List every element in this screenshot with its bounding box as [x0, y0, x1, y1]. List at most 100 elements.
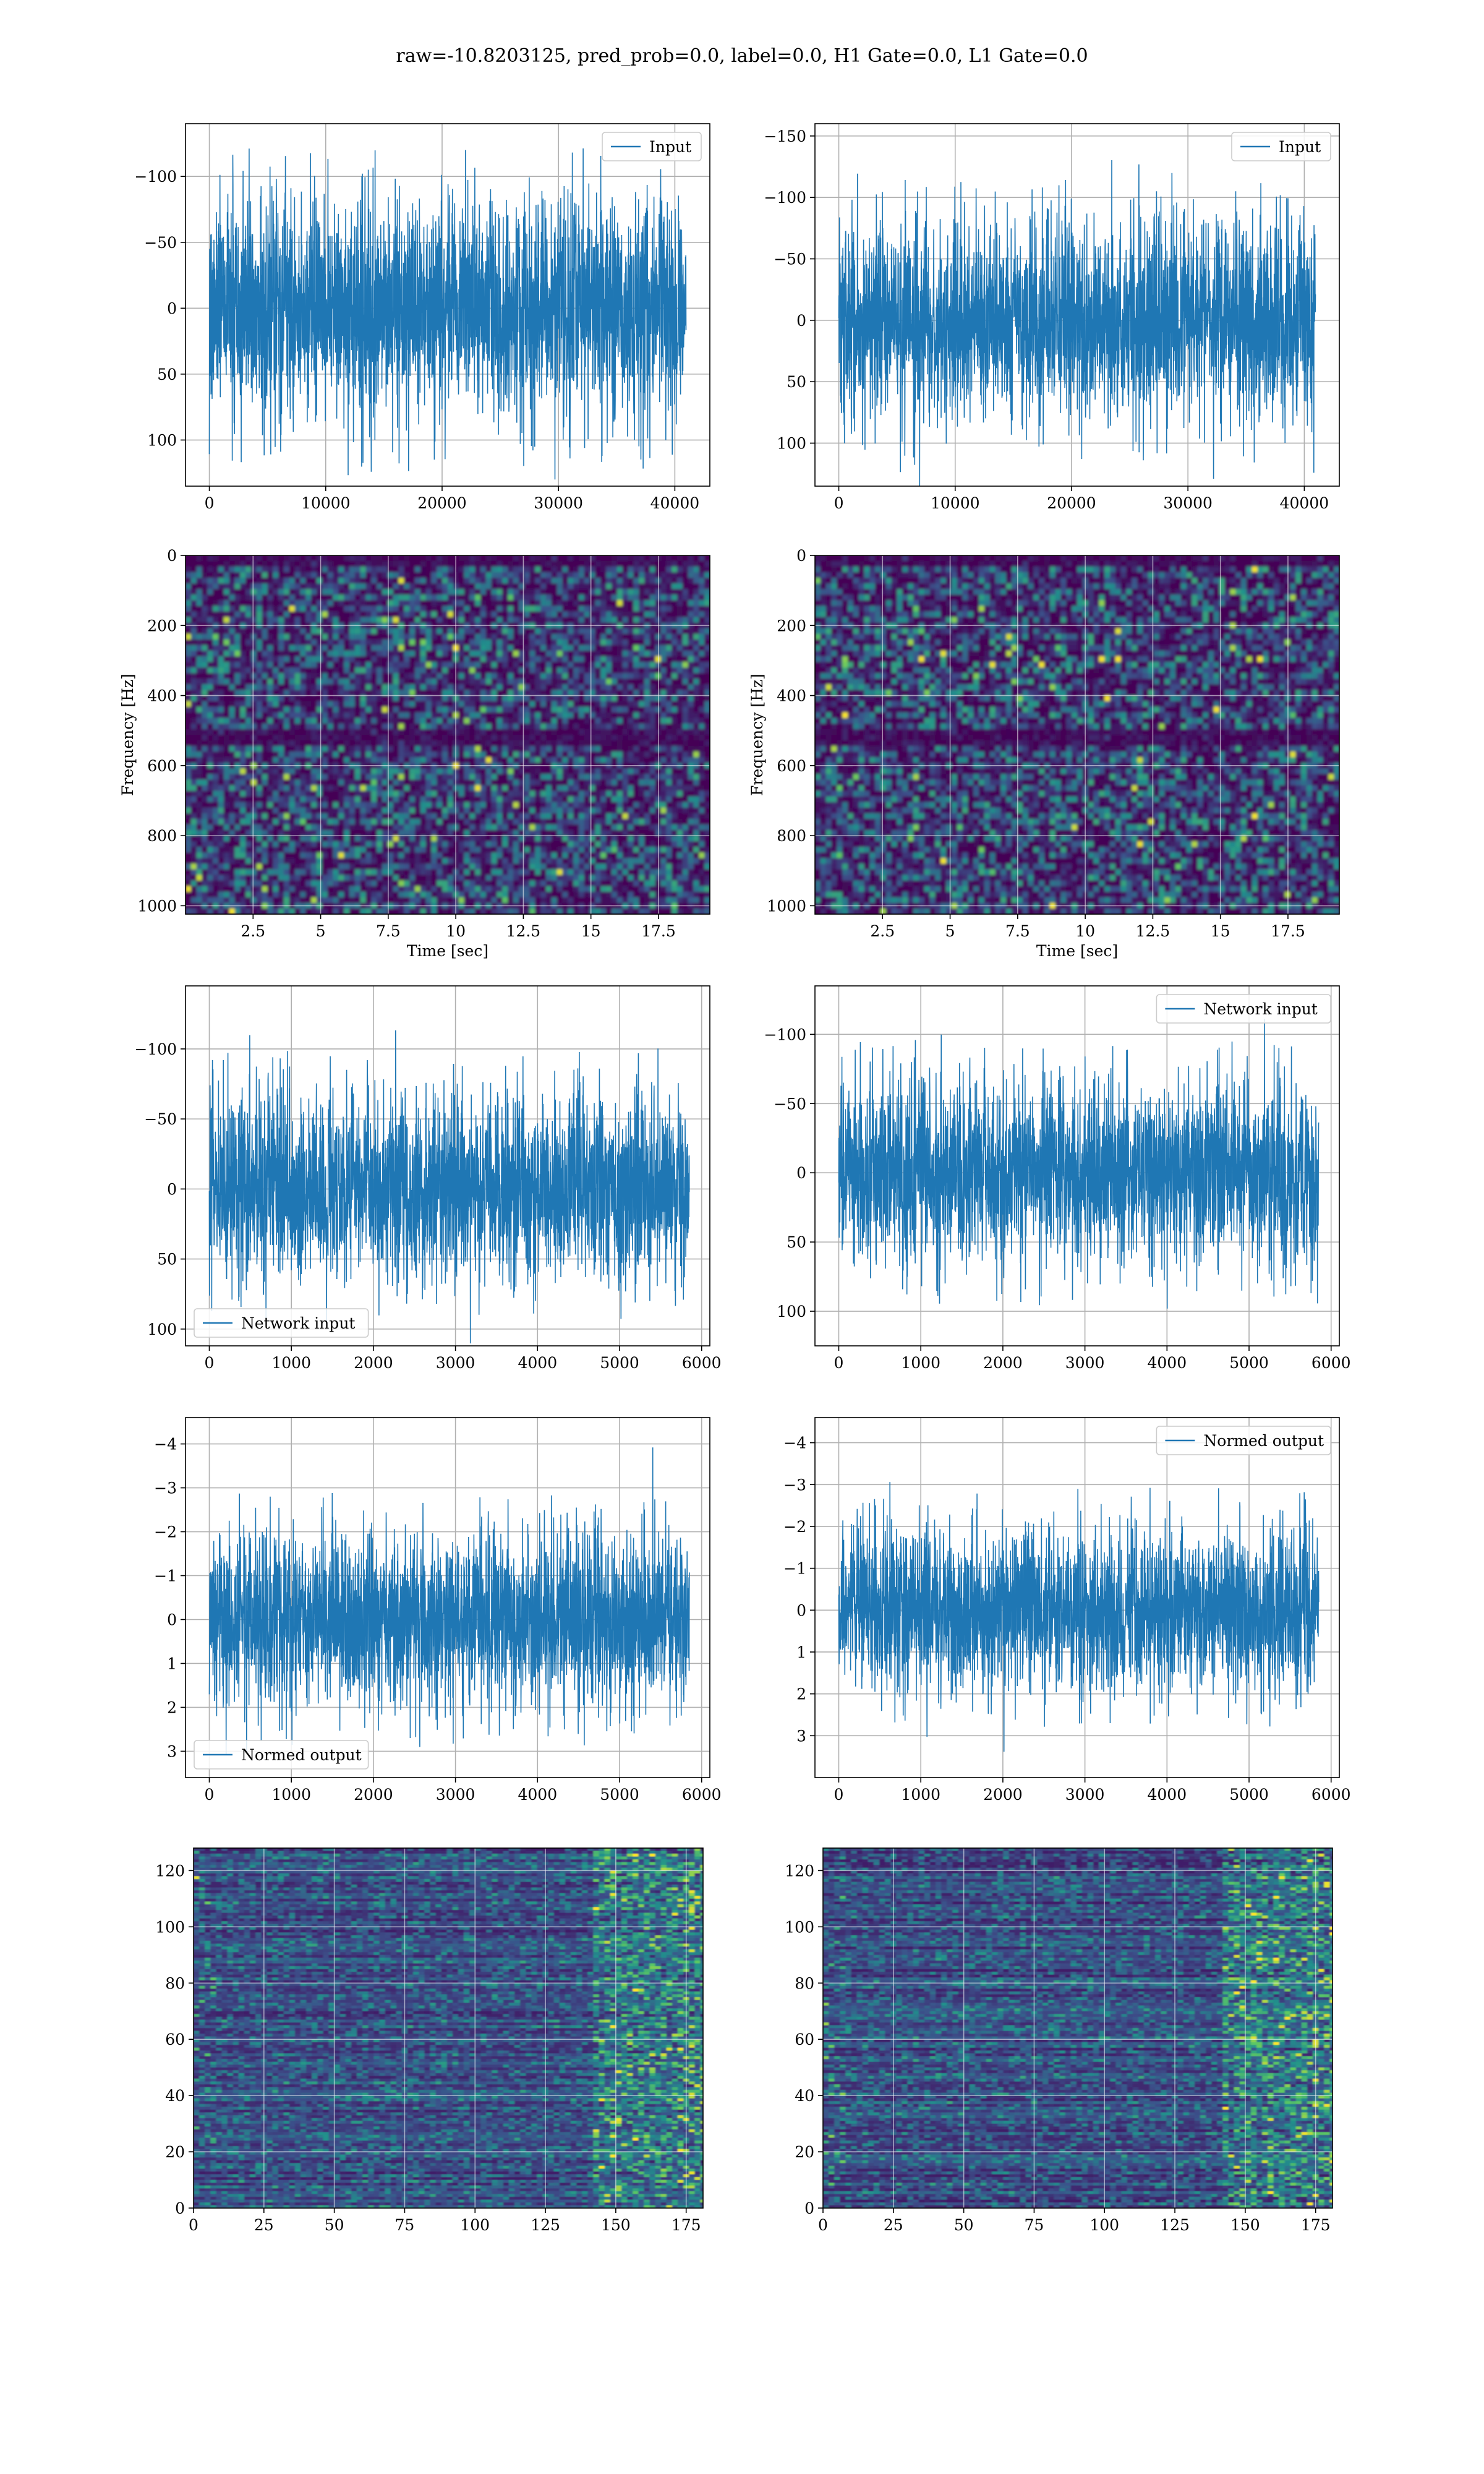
x-tick-label-feature-h1: 150 [601, 2216, 631, 2234]
y-tick-label-normed-h1: 1 [167, 1654, 177, 1672]
x-tick-label-spec-l1: 7.5 [1005, 922, 1030, 940]
series-line-network-h1 [208, 1030, 690, 1344]
y-tick-label-feature-h1: 120 [155, 1862, 185, 1880]
x-tick-label-input-l1: 0 [834, 494, 844, 512]
y-tick-label-input-h1: 100 [147, 431, 177, 449]
x-tick-label-normed-h1: 1000 [271, 1786, 311, 1804]
x-tick-label-spec-l1: 2.5 [870, 922, 895, 940]
axes-frame-feature-h1 [193, 1847, 704, 2209]
x-tick-label-spec-h1: 7.5 [376, 922, 401, 940]
y-tick-label-normed-l1: −1 [783, 1560, 806, 1578]
x-tick-label-normed-h1: 6000 [682, 1786, 722, 1804]
plot-area-normed-h1 [186, 1418, 710, 1778]
axes-frame-input-h1 [185, 123, 710, 487]
series-line-normed-l1 [838, 1482, 1320, 1752]
y-tick-label-feature-l1: 40 [795, 2087, 814, 2105]
plot-area-spec-l1 [815, 555, 1339, 914]
y-tick-label-network-l1: −50 [774, 1095, 806, 1113]
y-tick-label-spec-l1: 800 [777, 827, 806, 845]
legend-label: Normed output [241, 1746, 362, 1764]
axes-frame-normed-h1 [185, 1417, 710, 1778]
x-tick-label-input-h1: 0 [205, 494, 215, 512]
panel-feature-h1: 0 25 50 75 100 125 150 175 0 20 40 60 80 100 120 [155, 1847, 704, 2234]
x-axis-label-spec-l1: Time [sec] [1036, 942, 1118, 960]
y-tick-label-spec-l1: 1000 [767, 897, 806, 915]
y-tick-label-normed-h1: 2 [167, 1698, 177, 1716]
heatmap-cells-feature-l1 [823, 1848, 1333, 2208]
x-tick-label-network-l1: 2000 [983, 1354, 1023, 1372]
x-tick-label-network-h1: 6000 [682, 1354, 722, 1372]
figure-title: raw=-10.8203125, pred_prob=0.0, label=0.… [396, 45, 1088, 67]
axes-frame-feature-l1 [822, 1847, 1333, 2209]
panel-normed-h1: 0 1000 2000 3000 4000 5000 6000 −4 −3 −2 −1 0 1 2 3 Nor… [154, 1417, 722, 1804]
axes-frame-network-h1 [185, 985, 710, 1346]
x-tick-label-network-l1: 6000 [1311, 1354, 1351, 1372]
x-tick-label-feature-h1: 0 [189, 2216, 198, 2234]
x-tick-label-normed-l1: 4000 [1148, 1786, 1187, 1804]
legend-label: Normed output [1203, 1432, 1324, 1450]
x-tick-label-input-h1: 20000 [417, 494, 467, 512]
y-tick-label-input-h1: −100 [134, 168, 177, 186]
y-tick-label-network-h1: −50 [144, 1110, 177, 1128]
y-tick-label-spec-h1: 600 [147, 757, 177, 775]
x-tick-label-input-h1: 40000 [650, 494, 700, 512]
panel-spec-h1: 2.5 5 7.5 10 12.5 15 17.5 0 200 400 600 800 1000 Time… [119, 547, 710, 960]
legend-label: Input [649, 138, 691, 156]
y-tick-label-feature-h1: 80 [165, 1974, 185, 1992]
series-line-network-l1 [838, 1019, 1320, 1309]
y-tick-label-feature-h1: 0 [175, 2199, 185, 2217]
x-tick-label-feature-h1: 50 [325, 2216, 344, 2234]
x-tick-label-input-l1: 10000 [931, 494, 980, 512]
legend-input-h1: Input [602, 132, 702, 161]
y-tick-label-normed-l1: −4 [783, 1434, 806, 1452]
y-tick-label-spec-h1: 400 [147, 687, 177, 705]
heatmap-cells-feature-h1 [194, 1848, 703, 2208]
x-tick-label-normed-l1: 1000 [901, 1786, 940, 1804]
y-tick-label-network-l1: 50 [787, 1233, 806, 1251]
y-tick-label-normed-l1: 0 [796, 1601, 806, 1619]
x-tick-label-feature-l1: 25 [884, 2216, 903, 2234]
x-tick-label-feature-h1: 125 [531, 2216, 560, 2234]
legend-box [1156, 1426, 1331, 1455]
x-tick-label-feature-l1: 175 [1301, 2216, 1331, 2234]
x-tick-label-network-l1: 0 [834, 1354, 844, 1372]
y-tick-label-network-l1: 0 [796, 1164, 806, 1182]
panel-input-h1: 0 10000 20000 30000 40000 −100 −50 0 50 100 Input [134, 123, 710, 512]
x-tick-label-feature-l1: 125 [1160, 2216, 1190, 2234]
legend-box [1231, 132, 1331, 161]
y-tick-label-input-l1: −100 [764, 189, 806, 207]
y-tick-label-input-l1: 100 [777, 434, 806, 452]
y-tick-label-network-l1: −100 [764, 1025, 806, 1043]
y-tick-label-normed-h1: −1 [154, 1567, 177, 1585]
x-tick-label-feature-l1: 50 [954, 2216, 974, 2234]
y-tick-label-feature-l1: 20 [795, 2143, 814, 2161]
x-tick-label-feature-l1: 0 [818, 2216, 828, 2234]
x-tick-label-spec-l1: 5 [945, 922, 955, 940]
x-tick-label-normed-l1: 0 [834, 1786, 844, 1804]
y-tick-label-spec-h1: 0 [167, 547, 177, 565]
panel-network-h1: 0 1000 2000 3000 4000 5000 6000 −100 −50 0 50 100 Ne… [134, 985, 722, 1372]
x-tick-label-network-h1: 0 [205, 1354, 215, 1372]
x-tick-label-network-l1: 3000 [1065, 1354, 1105, 1372]
y-axis-label-spec-h1: Frequency [Hz] [119, 674, 137, 796]
y-tick-label-input-l1: 50 [787, 373, 806, 391]
plot-area-feature-h1 [194, 1848, 703, 2208]
y-tick-label-network-h1: 0 [167, 1180, 177, 1198]
x-tick-label-spec-l1: 17.5 [1271, 922, 1305, 940]
y-tick-label-normed-l1: 2 [796, 1685, 806, 1703]
panel-input-l1: 0 10000 20000 30000 40000 −150 −100 −50 0 50 100 In… [764, 123, 1340, 512]
y-tick-label-feature-h1: 20 [165, 2143, 185, 2161]
legend-normed-l1: Normed output [1156, 1426, 1331, 1455]
x-tick-label-feature-h1: 100 [460, 2216, 490, 2234]
y-tick-label-input-l1: −150 [764, 127, 806, 145]
x-axis-label-spec-h1: Time [sec] [407, 942, 488, 960]
axes-frame-spec-l1 [814, 555, 1340, 915]
x-tick-label-input-l1: 20000 [1047, 494, 1096, 512]
y-tick-label-spec-l1: 400 [777, 687, 806, 705]
x-tick-label-input-h1: 30000 [534, 494, 583, 512]
x-tick-label-normed-l1: 2000 [983, 1786, 1023, 1804]
x-tick-label-network-h1: 2000 [354, 1354, 393, 1372]
x-tick-label-spec-h1: 15 [581, 922, 601, 940]
y-tick-label-network-h1: −100 [134, 1040, 177, 1058]
x-tick-label-normed-h1: 3000 [436, 1786, 475, 1804]
